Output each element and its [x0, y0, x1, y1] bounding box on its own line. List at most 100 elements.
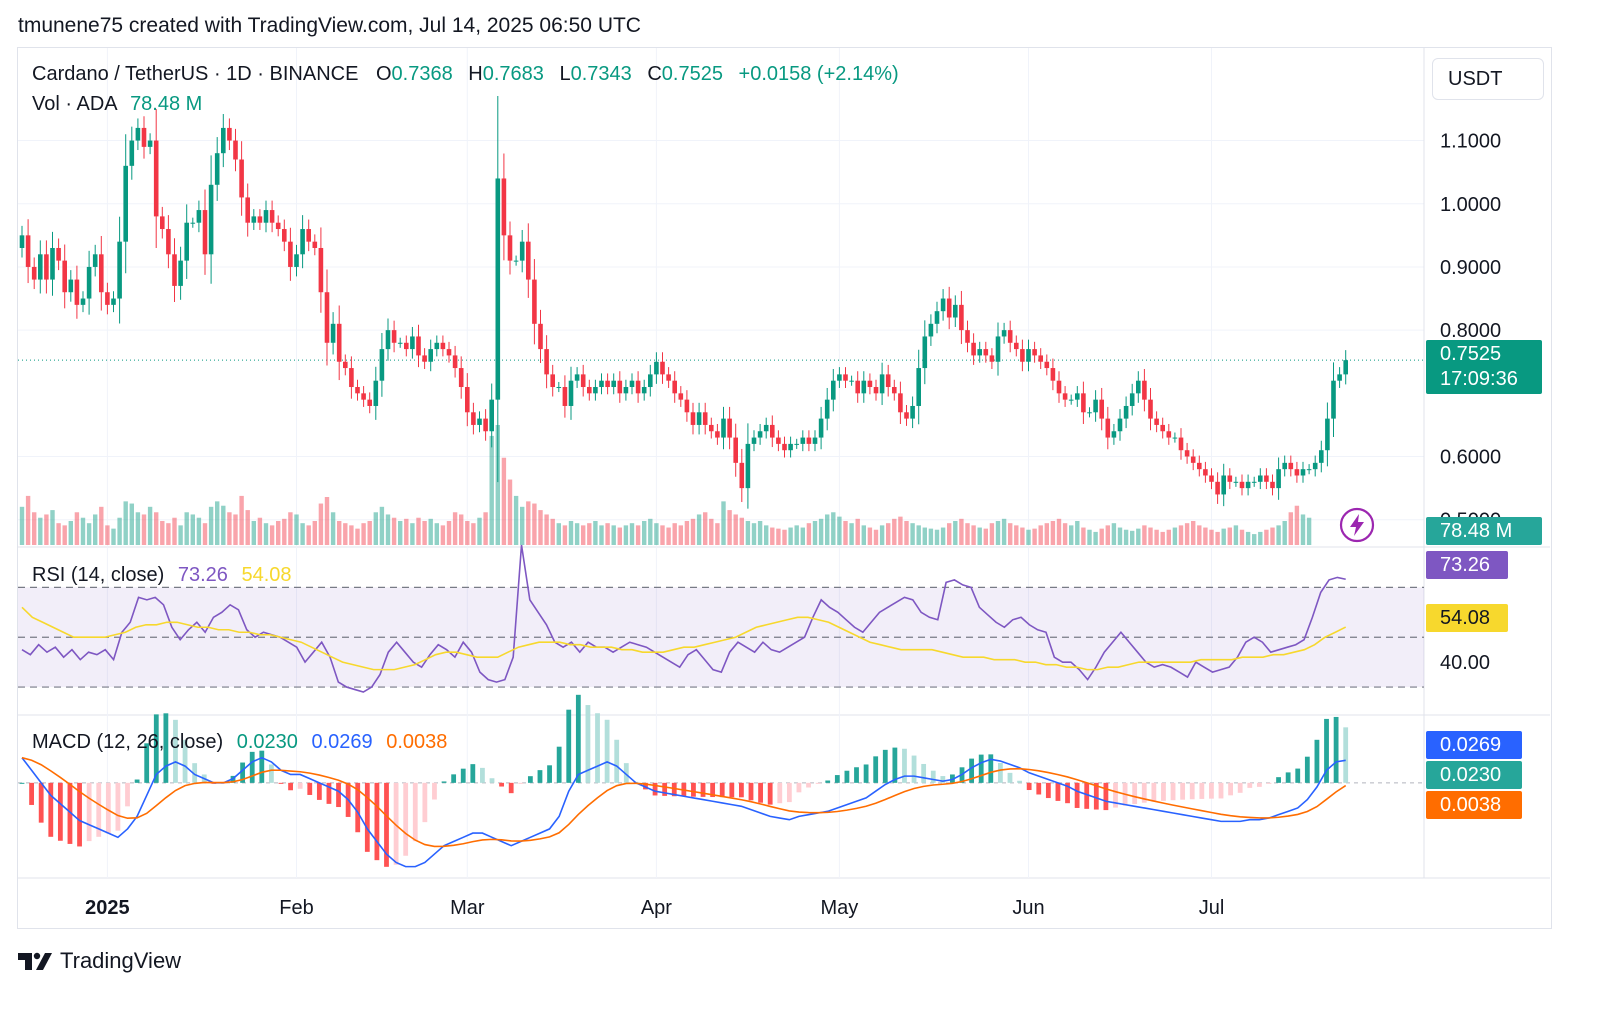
macd-histogram-bar — [480, 767, 485, 783]
macd-histogram-bar — [1132, 782, 1138, 804]
candle-body — [751, 437, 757, 444]
macd-histogram-bar — [623, 763, 629, 783]
volume-bar — [904, 521, 909, 545]
candle-body — [269, 210, 275, 223]
candle-body — [80, 298, 86, 305]
volume-bar — [867, 527, 873, 545]
macd-signal-value: 0.0038 — [386, 731, 448, 753]
candle-body — [696, 412, 702, 425]
volume-bar — [294, 514, 299, 545]
candle-body — [1148, 399, 1153, 419]
candle-body — [385, 330, 391, 350]
candle-body — [74, 279, 80, 305]
macd-histogram-bar — [892, 747, 898, 783]
candle-body — [123, 165, 128, 242]
candle-body — [611, 380, 616, 388]
macd-histogram-bar — [1113, 782, 1118, 808]
volume-bar — [642, 521, 647, 545]
candle-body — [702, 412, 708, 425]
volume-bar — [770, 527, 775, 545]
candle-body — [1184, 450, 1190, 457]
candle-body — [574, 374, 580, 381]
volume-value: 78.48 M — [130, 93, 203, 115]
candle-body — [1337, 374, 1342, 381]
candle-body — [458, 368, 464, 388]
volume-bar — [1209, 529, 1214, 545]
candle-body — [1312, 462, 1318, 470]
candle-body — [1294, 469, 1300, 476]
macd-histogram-bar — [1161, 782, 1166, 801]
candle-body — [526, 241, 531, 280]
candle-body — [38, 254, 43, 280]
macd-histogram-bar — [364, 782, 370, 852]
candle-body — [62, 260, 67, 293]
macd-histogram-bar — [297, 782, 303, 789]
volume-bar — [391, 517, 397, 545]
macd-histogram-bar — [1103, 782, 1109, 811]
volume-bar — [733, 514, 738, 545]
price-tick-label: 1.0000 — [1440, 194, 1501, 216]
change-value: +0.0158 (+2.14%) — [738, 63, 899, 85]
candle-body — [867, 380, 873, 388]
candle-body — [416, 336, 421, 356]
candle-body — [1056, 380, 1062, 394]
volume-bar — [947, 523, 952, 545]
macd-histogram-bar — [911, 755, 917, 783]
candle-body — [831, 380, 836, 400]
volume-bar — [282, 518, 287, 545]
macd-histogram-bar — [940, 776, 946, 783]
open-label: O — [375, 63, 392, 85]
candle-body — [330, 323, 336, 343]
candle-body — [1154, 418, 1159, 425]
volume-bar — [953, 521, 958, 545]
volume-bar — [587, 523, 592, 545]
time-tick-label: May — [821, 897, 859, 919]
volume-bar — [800, 527, 805, 545]
lightning-icon[interactable] — [1338, 506, 1376, 544]
volume-bar — [1233, 525, 1239, 545]
candle-body — [86, 266, 92, 299]
candle-body — [257, 216, 263, 223]
volume-bar — [123, 501, 128, 545]
candle-body — [1203, 469, 1208, 476]
tradingview-logo[interactable]: TradingView — [18, 948, 181, 974]
volume-bar — [806, 523, 812, 545]
macd-histogram-bar — [1237, 782, 1243, 793]
candle-body — [953, 304, 958, 318]
candle-body — [428, 349, 433, 362]
macd-histogram-bar — [182, 739, 188, 783]
candle-body — [239, 159, 244, 198]
candle-body — [196, 210, 202, 223]
candle-body — [19, 235, 25, 248]
macd-histogram-bar — [854, 767, 859, 783]
volume-bar — [471, 523, 476, 545]
macd-histogram-bar — [556, 746, 562, 783]
volume-bar — [1245, 531, 1251, 545]
rsi-tick-label: 40.00 — [1440, 652, 1490, 674]
volume-bar — [861, 525, 866, 545]
rsi-ma-tag: 54.08 — [1426, 604, 1508, 632]
candle-body — [635, 380, 641, 394]
candle-body — [928, 323, 934, 337]
currency-button[interactable]: USDT — [1432, 58, 1544, 100]
tradingview-logo-icon — [18, 952, 52, 970]
candle-body — [672, 380, 677, 394]
candle-body — [141, 127, 147, 147]
volume-bar — [74, 512, 80, 545]
volume-bar — [1087, 529, 1092, 545]
volume-bar — [520, 506, 525, 545]
macd-legend: MACD (12, 26, close) 0.0230 0.0269 0.003… — [32, 731, 447, 754]
volume-bar — [623, 525, 629, 545]
candle-body — [1215, 481, 1220, 495]
candle-body — [538, 323, 543, 350]
candle-body — [111, 298, 116, 305]
volume-bar — [349, 525, 354, 545]
volume-bar — [1001, 518, 1007, 545]
candle-body — [465, 387, 470, 413]
macd-histogram-bar — [662, 782, 668, 796]
candle-body — [477, 418, 482, 425]
candle-body — [147, 140, 153, 147]
macd-histogram-bar — [460, 768, 466, 783]
candle-body — [300, 229, 305, 255]
